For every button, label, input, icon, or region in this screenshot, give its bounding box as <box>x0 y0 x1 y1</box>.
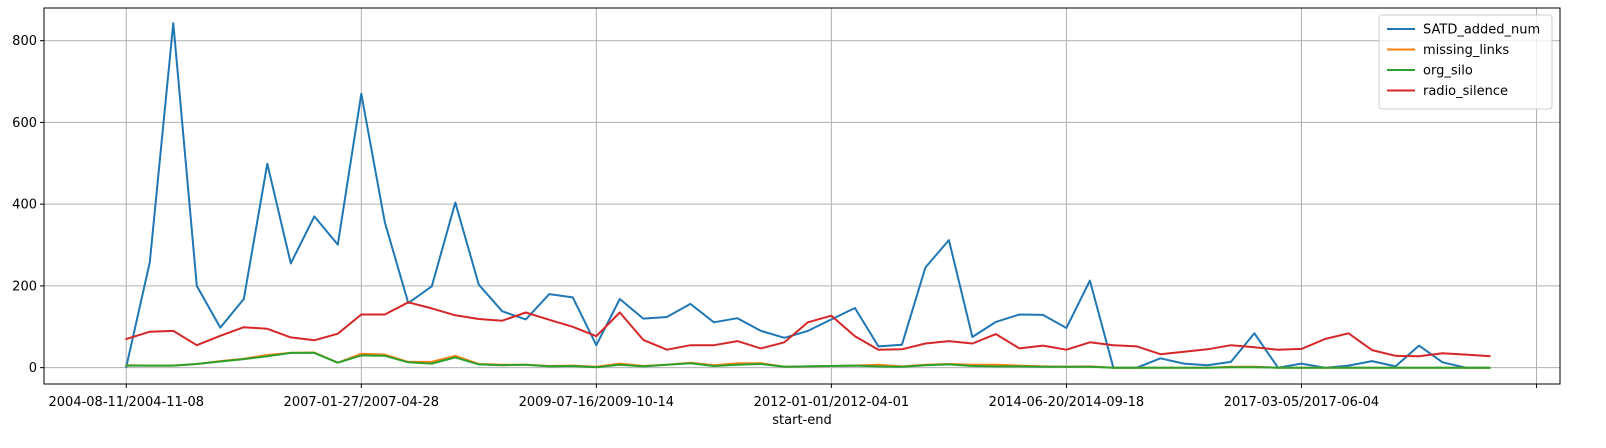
legend-label: org_silo <box>1423 64 1473 79</box>
x-axis-title: start-end <box>772 413 831 428</box>
x-tick-label: 2009-07-16/2009-10-14 <box>519 395 674 410</box>
legend-label: missing_links <box>1423 43 1509 58</box>
series-line-SATD-added-num <box>125 22 1491 369</box>
x-tick-label: 2012-01-01/2012-04-01 <box>754 395 909 410</box>
x-tick-label: 2014-06-20/2014-09-18 <box>989 395 1144 410</box>
legend-label: SATD_added_num <box>1423 23 1540 38</box>
x-axis: 2004-08-11/2004-11-08 2007-01-27/2007-04-… <box>49 384 1537 410</box>
plot-frame <box>43 7 1561 385</box>
y-axis: 0 200 400 600 800 <box>12 34 44 376</box>
x-tick-label: 2007-01-27/2007-04-28 <box>284 395 439 410</box>
y-tick-label: 400 <box>12 198 37 213</box>
x-tick-label: 2017-03-05/2017-06-04 <box>1224 395 1379 410</box>
y-tick-label: 0 <box>29 361 37 376</box>
legend-label: radio_silence <box>1423 84 1508 99</box>
x-tick-label: 2004-08-11/2004-11-08 <box>49 395 204 410</box>
series-lines <box>125 22 1491 369</box>
y-tick-label: 200 <box>12 279 37 294</box>
series-line-radio-silence <box>125 301 1491 358</box>
y-tick-label: 800 <box>12 34 37 49</box>
series-line-org-silo <box>125 351 1491 369</box>
legend-box <box>1378 14 1553 110</box>
legend: SATD_added_num missing_links org_siloradio… <box>1378 14 1553 110</box>
y-tick-label: 600 <box>12 116 37 131</box>
